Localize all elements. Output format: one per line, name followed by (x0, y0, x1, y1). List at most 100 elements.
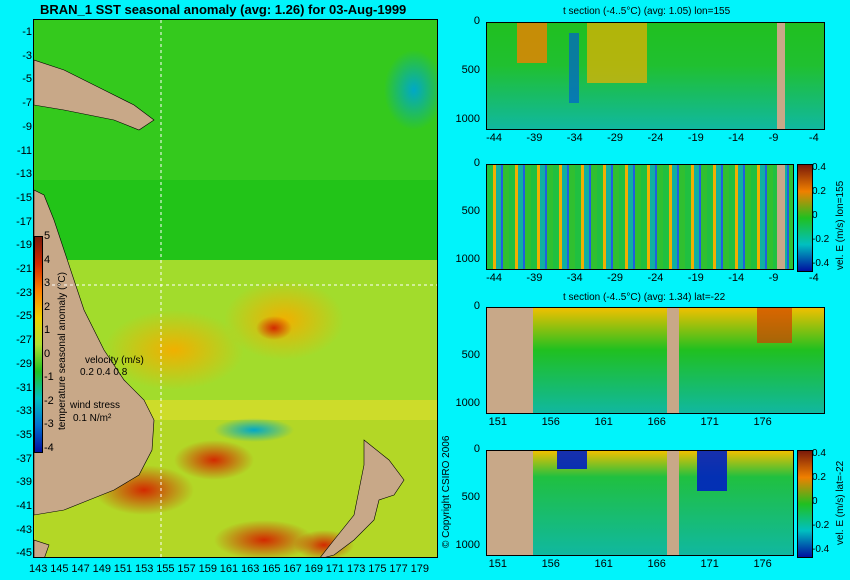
lat-tick: -3 (22, 49, 32, 62)
panel-x-tick: -44 (486, 272, 502, 284)
lat-tick: -13 (16, 168, 32, 181)
colorbar-tick: -4 (44, 441, 54, 454)
panel-y-tick: 0 (473, 15, 480, 27)
panel-y-tick: 1000 (455, 397, 480, 409)
lat-tick: -43 (16, 523, 32, 536)
lat-tick: -15 (16, 191, 32, 204)
panel-x-tick: 176 (753, 416, 772, 428)
panel-x-tick: -34 (566, 132, 583, 144)
panel-y-tick: 1000 (455, 253, 480, 265)
panel-colorbar-tick: 0.2 (812, 186, 826, 197)
panel-x-tick: -9 (768, 132, 779, 144)
panel-x-tick: 151 (488, 558, 507, 570)
colorbar-tick: 0 (44, 347, 51, 360)
panel-x-tick: -24 (647, 132, 664, 144)
velocity-label: velocity (m/s) (85, 355, 144, 366)
panel-colorbar-tick: 0.4 (812, 448, 826, 459)
panel-y-tick: 500 (461, 64, 480, 76)
lon-tick: 155 (156, 563, 175, 575)
panel-x-tick: 151 (488, 416, 507, 428)
panel-colorbar-tick: -0.2 (812, 520, 830, 531)
lon-tick: 159 (198, 563, 217, 575)
colorbar-tick: 5 (44, 230, 51, 242)
panel-x-tick: 161 (594, 558, 613, 570)
panel-x-tick: 156 (541, 558, 560, 570)
lat-tick: -37 (16, 452, 32, 465)
panel-y-tick: 0 (473, 443, 480, 455)
panel-x-tick: -39 (526, 272, 543, 284)
panel-4-colorbar-label: vel. E (m/s) lat=-22 (835, 460, 846, 545)
panel-x-tick: -24 (647, 272, 664, 284)
panel-x-tick: 166 (647, 558, 666, 570)
colorbar-tick: -3 (44, 418, 54, 430)
lat-tick: -11 (16, 144, 32, 157)
panel-x-tick: -4 (808, 272, 819, 284)
lon-tick: 175 (368, 563, 387, 575)
wind-stress-label: wind stress (70, 400, 121, 411)
panel-2-velocity (486, 164, 794, 270)
panel-colorbar-tick: 0 (812, 496, 818, 507)
lat-tick: -17 (16, 215, 32, 228)
panel-1-title: t section (-4..5°C) (avg: 1.05) lon=155 (563, 6, 731, 17)
panel-x-tick: 161 (594, 416, 613, 428)
lat-tick: -7 (22, 97, 32, 110)
lon-tick: 145 (50, 563, 69, 575)
lon-tick: 179 (410, 563, 429, 575)
lon-tick: 163 (241, 563, 260, 575)
lat-tick: -23 (16, 286, 32, 299)
panel-colorbar-tick: 0.4 (812, 162, 826, 173)
panel-y-tick: 1000 (455, 539, 480, 551)
lon-tick: 151 (113, 563, 133, 575)
lon-tick: 177 (389, 563, 408, 575)
lon-tick: 167 (283, 563, 302, 575)
colorbar-tick: 3 (44, 277, 51, 289)
lon-tick: 153 (135, 563, 154, 575)
panel-x-tick: -34 (566, 272, 583, 284)
lon-tick: 165 (262, 563, 281, 575)
panel-x-tick: -14 (728, 272, 745, 284)
lat-tick: -35 (16, 428, 32, 441)
panel-y-tick: 500 (461, 348, 480, 361)
velocity-scale: 0.2 0.4 0.8 (80, 367, 128, 378)
lon-tick: 143 (29, 563, 48, 575)
panel-4-velocity (486, 450, 794, 556)
lat-tick: -45 (16, 547, 32, 560)
panel-y-tick: 500 (461, 205, 480, 217)
panel-x-tick: -39 (526, 132, 543, 144)
colorbar (34, 236, 43, 453)
lat-tick: -41 (16, 500, 32, 512)
panel-x-tick: -4 (808, 132, 819, 144)
panel-colorbar-tick: 0 (812, 210, 818, 221)
wind-stress-scale: 0.1 N/m² (73, 413, 112, 424)
panel-x-tick: -29 (607, 132, 624, 144)
panel-x-tick: 171 (700, 558, 719, 570)
panel-x-tick: 171 (700, 416, 719, 428)
lon-tick: 157 (177, 563, 196, 575)
panel-x-tick: 176 (753, 558, 772, 570)
panel-x-tick: -19 (687, 132, 704, 144)
panel-3-section (486, 307, 825, 414)
panel-x-tick: 166 (647, 416, 666, 428)
lat-tick: -19 (16, 239, 32, 252)
panel-4-colorbar (797, 450, 813, 558)
panel-x-tick: -14 (728, 132, 745, 144)
lat-tick: -31 (16, 381, 32, 394)
panel-1-section (486, 22, 825, 130)
colorbar-tick: -2 (44, 394, 54, 407)
lon-tick: 173 (347, 563, 366, 575)
panel-2-colorbar-label: vel. E (m/s) lon=155 (835, 180, 846, 270)
lat-tick: -21 (16, 263, 32, 275)
lat-tick: -39 (16, 476, 32, 489)
panel-y-tick: 500 (461, 491, 480, 503)
panel-colorbar-tick: 0.2 (812, 472, 826, 483)
lon-tick: 149 (92, 563, 111, 575)
lon-tick: 169 (304, 563, 323, 575)
panel-x-tick: -44 (486, 132, 502, 144)
panel-x-tick: 156 (541, 416, 560, 428)
lat-tick: -5 (22, 73, 32, 86)
map-title: BRAN_1 SST seasonal anomaly (avg: 1.26) … (40, 2, 407, 17)
panel-x-tick: -19 (687, 272, 704, 284)
panel-y-tick: 0 (473, 300, 480, 312)
colorbar-tick: 2 (44, 300, 51, 313)
lat-tick: -27 (16, 334, 32, 347)
